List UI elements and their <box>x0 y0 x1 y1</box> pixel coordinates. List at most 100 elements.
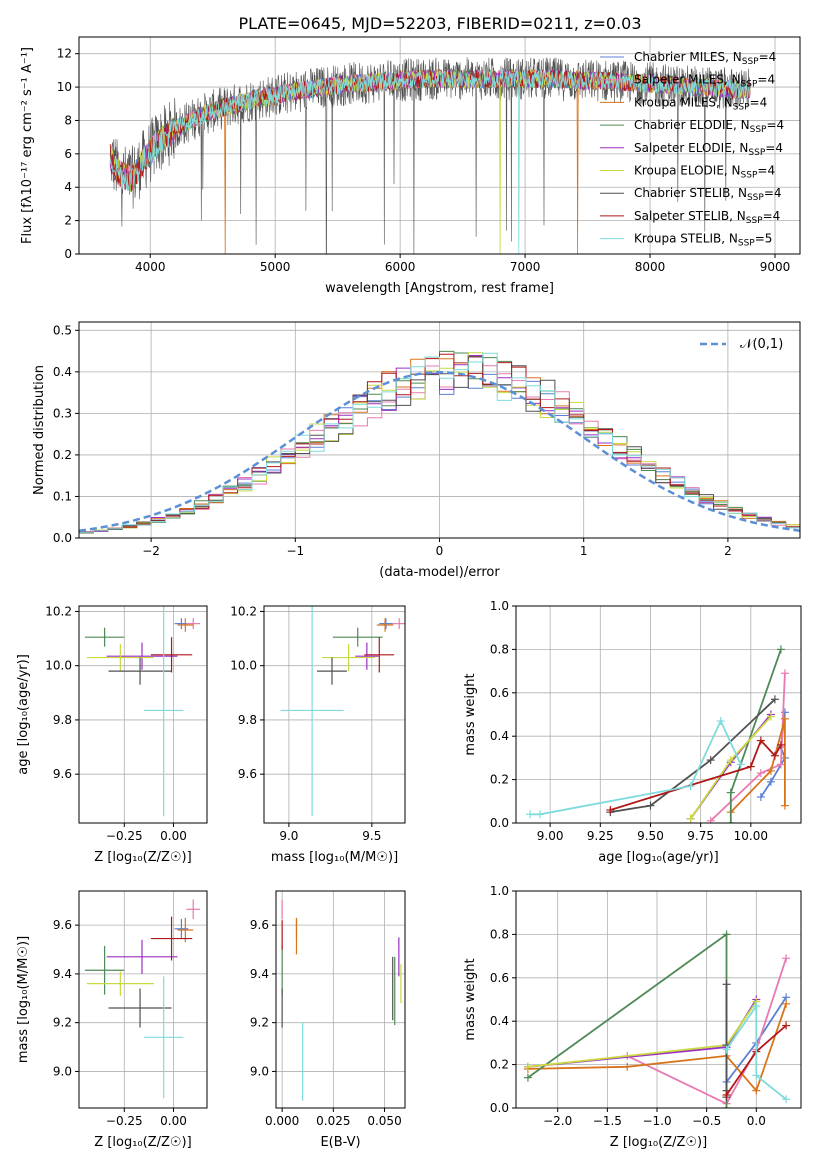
plot-area <box>79 350 800 538</box>
errorbar-point <box>322 643 376 672</box>
y-tick-label: 10.2 <box>230 604 257 618</box>
errorbar-point <box>143 976 184 1099</box>
x-tick-label: 0.0 <box>747 1114 766 1128</box>
plot-panels: 4000 5000 6000 7000 8000 9000024681012wavelen… <box>16 36 802 1150</box>
x-tick-label: 8000 <box>635 260 666 274</box>
x-tick-label: 9.75 <box>687 829 714 843</box>
y-axis-label: mass weight <box>463 958 478 1040</box>
series-marker <box>726 788 735 797</box>
y-tick-label: 0.0 <box>53 531 72 545</box>
legend-label: Salpeter STELIB, NSSP=4 <box>634 209 780 226</box>
y-tick-label: 0.4 <box>490 729 509 743</box>
series-line <box>626 958 787 1105</box>
series-marker <box>782 954 791 963</box>
x-tick-label: −2.0 <box>543 1114 572 1128</box>
errorbar-point <box>332 627 383 647</box>
y-tick-label: 9.0 <box>250 1064 269 1078</box>
y-tick-label: 9.8 <box>238 713 257 727</box>
y-axis-label: Flux [fλ10⁻¹⁷ erg cm⁻² s⁻¹ A⁻¹] <box>20 47 35 244</box>
series-marker <box>523 1062 532 1071</box>
errorbar-point <box>174 919 189 939</box>
series-marker <box>782 1021 791 1030</box>
errorbar-point <box>376 618 394 632</box>
histogram-step <box>79 352 800 538</box>
series-marker <box>782 999 791 1008</box>
series-marker <box>722 1045 731 1054</box>
plot-area <box>523 930 791 1108</box>
panel-weight_vs_age: 9.00 9.25 9.50 9.75 10.00 0.0 0.2 0.4 0.6 0.8 1.0 a… <box>463 599 802 865</box>
series-marker <box>766 777 775 786</box>
series-line <box>610 698 776 813</box>
axes-frame <box>515 890 802 1109</box>
x-tick-label: 9.50 <box>637 829 664 843</box>
y-axis-label: mass weight <box>463 673 478 755</box>
x-tick-label: 0.025 <box>316 1114 350 1128</box>
x-tick-label: 0.00 <box>160 1114 187 1128</box>
series-marker <box>722 980 731 989</box>
errorbar-point <box>355 642 379 670</box>
series-marker <box>780 801 789 810</box>
grid <box>276 891 405 1108</box>
series-marker <box>686 814 695 823</box>
y-tick-label: 9.2 <box>250 1016 269 1030</box>
series-marker <box>726 756 735 765</box>
errorbar-point <box>86 971 154 996</box>
series-marker <box>776 740 785 749</box>
x-tick-label: −0.25 <box>106 1114 143 1128</box>
series-marker <box>736 760 745 769</box>
axes-frame <box>275 890 406 1109</box>
y-tick-label: 0.8 <box>490 642 509 656</box>
series-marker <box>726 819 735 823</box>
series-line <box>710 673 786 822</box>
y-axis-label: mass [log₁₀(M/M☉)] <box>16 936 31 1063</box>
errorbar-point <box>106 939 178 974</box>
legend-label: 𝒩(0,1) <box>740 337 783 352</box>
x-axis-label: wavelength [Angstrom, rest frame] <box>325 281 554 296</box>
y-tick-label: 9.6 <box>53 767 72 781</box>
errorbar-point <box>84 627 125 647</box>
x-tick-label: −2 <box>142 544 160 558</box>
series-line <box>725 1003 787 1101</box>
y-tick-label: 9.4 <box>250 967 269 981</box>
series-marker <box>776 760 785 769</box>
y-tick-label: 10 <box>57 80 72 94</box>
legend-label: Kroupa MILES, NSSP=4 <box>634 95 767 112</box>
legend-label: Salpeter MILES, NSSP=4 <box>634 73 775 90</box>
errorbar-point <box>186 618 201 630</box>
series-marker <box>722 930 731 939</box>
y-tick-label: 0.2 <box>490 773 509 787</box>
x-axis-label: mass [log₁₀(M/M☉)] <box>271 850 398 865</box>
series-marker <box>722 1104 731 1108</box>
legend: Chabrier MILES, NSSP=4 Salpeter MILES, NS… <box>600 50 784 249</box>
grid <box>264 606 405 823</box>
y-tick-label: 6 <box>64 147 72 161</box>
series-marker <box>646 801 655 810</box>
y-tick-label: 9.8 <box>53 713 72 727</box>
x-axis-label: (data-model)/error <box>379 565 500 580</box>
x-axis-label: Z [log₁₀(Z/Z☉)] <box>610 1135 707 1150</box>
y-tick-label: 9.2 <box>53 1016 72 1030</box>
panel-mass_vs_ebv: 0.000 0.025 0.050 9.0 9.2 9.4 9.6 E(B-V) <box>250 890 406 1150</box>
plot-area <box>281 899 402 1101</box>
axes-frame <box>78 321 801 539</box>
series-marker <box>782 1095 791 1104</box>
series-marker <box>780 669 789 678</box>
y-tick-label: 9.6 <box>250 918 269 932</box>
plot-area <box>84 606 201 817</box>
x-tick-label: 10.00 <box>734 829 768 843</box>
errorbar-point <box>150 637 193 673</box>
x-tick-label: 9.0 <box>279 829 298 843</box>
plot-area <box>109 57 751 254</box>
y-tick-label: 0.6 <box>490 971 509 985</box>
y-tick-label: 9.0 <box>53 1064 72 1078</box>
panel-age_vs_Z: −0.25 0.00 9.6 9.8 10.0 10.2 Z [log₁₀(Z/Z☉)] ag… <box>16 604 208 865</box>
x-tick-label: 5000 <box>260 260 291 274</box>
y-tick-label: 0.0 <box>490 816 509 830</box>
series-line <box>530 718 742 816</box>
axes-frame <box>78 890 208 1109</box>
x-axis-label: E(B-V) <box>320 1135 360 1150</box>
x-tick-label: 1 <box>580 544 588 558</box>
y-tick-label: 0.2 <box>53 448 72 462</box>
y-tick-label: 0.8 <box>490 927 509 941</box>
y-tick-label: 0.6 <box>490 686 509 700</box>
